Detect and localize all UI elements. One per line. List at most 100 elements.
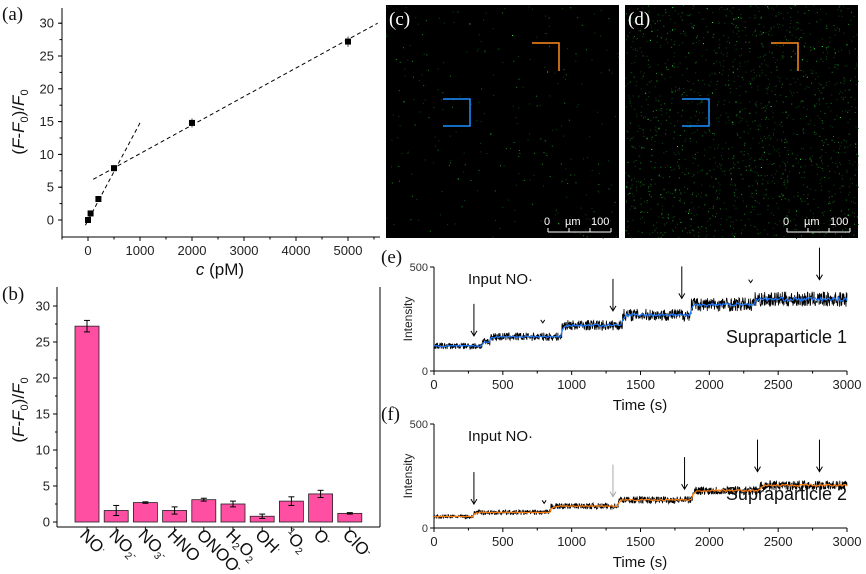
fluorescent-spot [608, 188, 610, 190]
fluorescent-spot [703, 155, 705, 157]
fluorescent-spot [814, 106, 816, 108]
fluorescent-spot [777, 76, 779, 78]
fluorescent-spot [857, 56, 859, 58]
fluorescent-spot [680, 16, 682, 18]
fluorescent-spot [806, 115, 808, 117]
fluorescent-spot [626, 230, 628, 232]
fluorescent-spot [721, 155, 723, 157]
fluorescent-spot [555, 209, 557, 211]
fluorescent-spot [718, 182, 720, 184]
fluorescent-spot [719, 189, 721, 191]
fluorescent-spot [645, 99, 647, 101]
fluorescent-spot [651, 155, 653, 157]
fluorescent-spot [495, 219, 497, 221]
fluorescent-spot [757, 89, 759, 91]
fluorescent-spot [633, 36, 635, 38]
fluorescent-spot [821, 177, 823, 179]
fluorescent-spot [811, 82, 813, 84]
fluorescent-spot [759, 232, 761, 234]
fluorescent-spot [455, 131, 457, 133]
fluorescent-spot [697, 103, 699, 105]
fluorescent-spot [581, 24, 583, 26]
fluorescent-spot [838, 50, 840, 52]
fluorescent-spot [776, 5, 778, 7]
fluorescent-spot [735, 219, 737, 221]
fluorescent-spot [849, 226, 851, 228]
fluorescent-spot [427, 69, 429, 71]
fluorescent-spot [555, 129, 557, 131]
fluorescent-spot [636, 190, 638, 192]
fluorescent-spot [761, 140, 763, 142]
fluorescent-spot [753, 72, 755, 74]
fluorescent-spot [831, 220, 833, 222]
fluorescent-spot [780, 121, 782, 123]
fluorescent-spot [631, 179, 633, 181]
fluorescent-spot [841, 110, 843, 112]
x-axis-label: Time (s) [613, 397, 667, 414]
x-tick-label: 3000 [833, 534, 862, 549]
fluorescent-spot [629, 101, 631, 103]
fluorescent-spot [750, 168, 752, 170]
fluorescent-spot [856, 65, 858, 67]
fluorescent-spot [752, 34, 754, 36]
fluorescent-spot [840, 210, 842, 212]
fluorescent-spot [452, 106, 454, 108]
fluorescent-spot [686, 67, 688, 69]
fluorescent-spot [731, 233, 733, 235]
fluorescent-spot [632, 37, 634, 39]
fluorescent-spot [633, 136, 635, 138]
fluorescent-spot [828, 177, 830, 179]
fluorescent-spot [640, 71, 642, 73]
x-tick-label: 2500 [764, 377, 793, 392]
fluorescent-spot [646, 137, 648, 139]
fluorescent-spot [401, 153, 403, 155]
fluorescent-spot [837, 64, 839, 66]
fluorescent-spot [670, 192, 672, 194]
fluorescent-spot [417, 23, 419, 25]
fluorescent-spot [810, 46, 812, 48]
fluorescent-spot [795, 36, 797, 38]
fluorescent-spot [781, 126, 783, 128]
fluorescent-spot [758, 10, 760, 12]
fluorescent-spot [694, 153, 696, 155]
fluorescent-spot [758, 202, 760, 204]
fluorescent-spot [691, 132, 693, 134]
fluorescent-spot [784, 180, 786, 182]
fluorescent-spot [688, 210, 690, 212]
fluorescent-spot [679, 200, 681, 202]
fluorescent-spot [813, 48, 815, 50]
fluorescent-spot [799, 118, 801, 120]
fluorescent-spot [735, 189, 737, 191]
fluorescent-spot [674, 28, 676, 30]
fluorescent-spot [697, 226, 699, 228]
fluorescent-spot [627, 182, 629, 184]
fluorescent-spot [650, 120, 652, 122]
fluorescent-spot [788, 211, 790, 213]
fluorescent-spot [715, 89, 717, 91]
fluorescent-spot [697, 79, 699, 81]
fluorescent-spot [709, 207, 711, 209]
fluorescent-spot [763, 107, 765, 109]
fluorescent-spot [767, 78, 769, 80]
fluorescent-spot [770, 174, 772, 176]
fluorescent-spot [740, 18, 742, 20]
fluorescent-spot [697, 193, 699, 195]
fluorescent-spot [680, 33, 682, 35]
fluorescent-spot [773, 149, 775, 151]
fluorescent-spot [610, 184, 612, 186]
fluorescent-spot [797, 154, 799, 156]
fluorescent-spot [691, 229, 693, 231]
fluorescent-spot [834, 84, 836, 86]
fluorescent-spot [716, 52, 718, 54]
fluorescent-spot [848, 228, 850, 230]
fluorescent-spot [765, 193, 767, 195]
fluorescent-spot [655, 227, 657, 229]
fluorescent-spot [692, 192, 694, 194]
fluorescent-spot [841, 185, 843, 187]
fluorescent-spot [576, 106, 578, 108]
fluorescent-spot [699, 228, 701, 230]
fluorescent-spot [667, 214, 669, 216]
fluorescent-spot [429, 230, 431, 232]
fluorescent-spot [627, 36, 629, 38]
fluorescent-spot [838, 30, 840, 32]
